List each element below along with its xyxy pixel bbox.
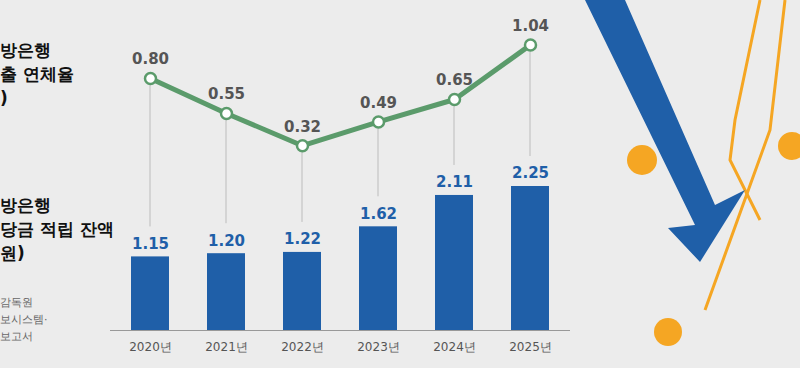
html-text:감독원: 감독원	[0, 296, 33, 309]
svg-text:0.55: 0.55	[208, 85, 245, 103]
svg-text:2022년: 2022년	[281, 340, 324, 354]
svg-text:1.62: 1.62	[360, 205, 397, 223]
svg-text:1.04: 1.04	[512, 17, 549, 35]
svg-text:2023년: 2023년	[357, 340, 400, 354]
svg-text:1.15: 1.15	[132, 235, 169, 253]
svg-text:2.11: 2.11	[436, 173, 473, 191]
svg-text:2.25: 2.25	[512, 164, 549, 182]
html-text:당금 적립 잔액: 당금 적립 잔액	[0, 219, 114, 239]
svg-text:2024년: 2024년	[433, 340, 476, 354]
svg-text:0.32: 0.32	[284, 118, 321, 136]
svg-text:0.80: 0.80	[132, 50, 169, 68]
html-text:방은행: 방은행	[0, 195, 51, 215]
html-text:방은행: 방은행	[0, 40, 51, 60]
svg-text:0.65: 0.65	[436, 71, 473, 89]
html-text:보고서: 보고서	[0, 330, 33, 343]
svg-text:0.49: 0.49	[360, 94, 397, 112]
svg-text:2020년: 2020년	[129, 340, 172, 354]
svg-text:1.22: 1.22	[284, 230, 321, 248]
html-text:보시스템·: 보시스템·	[0, 313, 48, 326]
svg-text:1.20: 1.20	[208, 232, 245, 250]
html-text:출 연체율: 출 연체율	[0, 64, 74, 84]
svg-text:2025년: 2025년	[509, 340, 552, 354]
html-text:원): 원)	[0, 243, 25, 263]
svg-text:2021년: 2021년	[205, 340, 248, 354]
